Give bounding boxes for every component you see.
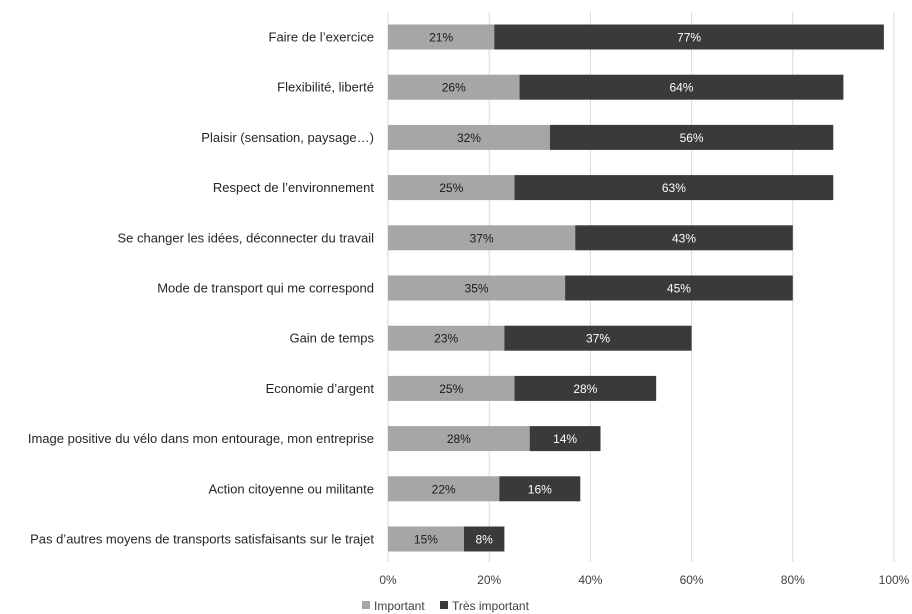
bar-important: [388, 175, 515, 201]
category-label: Pas d’autres moyens de transports satisf…: [30, 532, 374, 547]
data-label: 45%: [667, 282, 691, 296]
x-axis-ticks: 0% 20% 40% 60% 80% 100%: [379, 573, 909, 587]
data-label: 21%: [429, 31, 453, 45]
data-label: 56%: [680, 131, 704, 145]
category-label: Faire de l’exercice: [269, 30, 375, 45]
data-label: 32%: [457, 131, 481, 145]
category-label: Flexibilité, liberté: [277, 80, 374, 95]
data-label: 22%: [432, 482, 456, 496]
legend: Important Très important: [362, 599, 530, 613]
bar-important: [388, 325, 505, 351]
bar-tres-important: [499, 476, 581, 502]
legend-label-important: Important: [374, 599, 425, 613]
data-label: 63%: [662, 181, 686, 195]
data-label: 28%: [573, 382, 597, 396]
bar-tres-important: [575, 225, 793, 251]
data-label: 26%: [442, 81, 466, 95]
legend-swatch-important: [362, 601, 370, 609]
bar-important: [388, 375, 515, 401]
legend-label-tres-important: Très important: [452, 599, 530, 613]
x-tick-label: 0%: [379, 573, 397, 587]
data-label: 25%: [439, 382, 463, 396]
data-label: 25%: [439, 181, 463, 195]
bar-important: [388, 24, 495, 50]
data-label: 64%: [669, 81, 693, 95]
x-tick-label: 20%: [477, 573, 501, 587]
data-label: 23%: [434, 332, 458, 346]
data-label: 8%: [475, 533, 493, 547]
category-labels: Faire de l’exercice Flexibilité, liberté P…: [28, 30, 375, 547]
x-tick-label: 100%: [879, 573, 910, 587]
bar-important: [388, 124, 550, 150]
data-label: 35%: [465, 282, 489, 296]
category-label: Image positive du vélo dans mon entourag…: [28, 431, 374, 446]
bar-tres-important: [549, 124, 834, 150]
x-tick-label: 80%: [781, 573, 805, 587]
bar-tres-important: [504, 325, 692, 351]
bar-tres-important: [494, 24, 884, 50]
data-label: 16%: [528, 482, 552, 496]
bar-tres-important: [529, 426, 601, 452]
bar-important: [388, 225, 576, 251]
category-label: Mode de transport qui me correspond: [157, 281, 374, 296]
data-label: 37%: [586, 332, 610, 346]
data-label: 43%: [672, 231, 696, 245]
category-label: Se changer les idées, déconnecter du tra…: [117, 230, 374, 245]
bar-important: [388, 526, 464, 552]
data-label: 14%: [553, 432, 577, 446]
category-label: Economie d’argent: [266, 381, 375, 396]
x-tick-label: 60%: [680, 573, 704, 587]
category-label: Gain de temps: [289, 331, 374, 346]
bar-important: [388, 426, 530, 452]
bar-tres-important: [565, 275, 793, 301]
bar-tres-important: [519, 74, 844, 100]
bar-important: [388, 275, 566, 301]
data-label: 15%: [414, 533, 438, 547]
bar-tres-important: [463, 526, 505, 552]
x-tick-label: 40%: [578, 573, 602, 587]
bars: 21% 77% 26% 64% 32% 56% 25% 63% 37% 43% 35% 45% 23% 3…: [388, 24, 884, 552]
data-label: 28%: [447, 432, 471, 446]
category-label: Plaisir (sensation, paysage…): [201, 130, 374, 145]
bar-important: [388, 476, 500, 502]
data-label: 37%: [470, 231, 494, 245]
bar-tres-important: [514, 375, 657, 401]
legend-swatch-tres-important: [440, 601, 448, 609]
category-label: Action citoyenne ou militante: [209, 481, 374, 496]
bar-important: [388, 74, 520, 100]
category-label: Respect de l’environnement: [213, 180, 375, 195]
data-label: 77%: [677, 31, 701, 45]
bar-tres-important: [514, 175, 834, 201]
